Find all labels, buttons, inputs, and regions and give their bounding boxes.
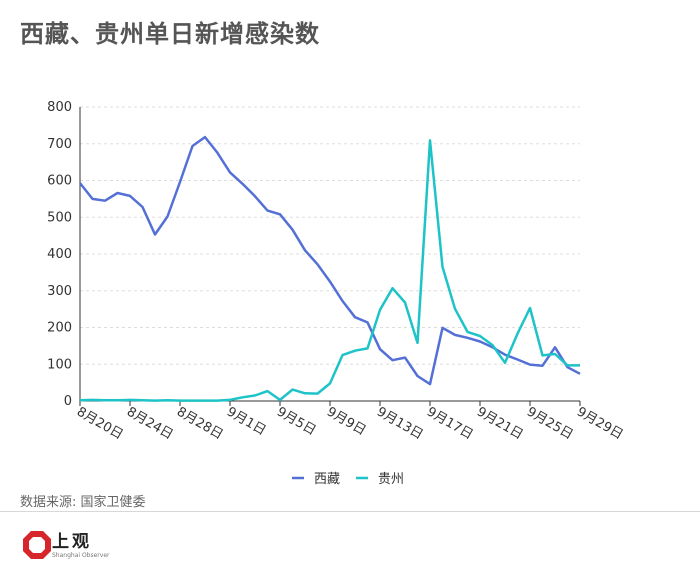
y-tick-label: 400 — [47, 247, 72, 262]
x-tick-label: 9月5日 — [274, 404, 318, 438]
x-tick-label: 9月25日 — [524, 404, 576, 442]
x-tick-label: 9月1日 — [224, 404, 268, 438]
legend-label: 西藏 — [314, 472, 340, 487]
x-tick-label: 9月17日 — [424, 404, 476, 442]
data-source-note: 数据来源: 国家卫健委 — [20, 495, 146, 510]
y-tick-label: 200 — [47, 321, 72, 336]
y-tick-label: 600 — [47, 174, 72, 189]
y-tick-label: 100 — [47, 357, 72, 372]
logo-subtitle: Shanghai Observer — [52, 552, 110, 559]
x-tick-label: 9月21日 — [474, 404, 526, 442]
line-chart: 0 100 200 300 400 500 600 700 800 8月20日8月24日8月28日… — [47, 100, 625, 487]
x-tick-label: 9月13日 — [374, 404, 426, 442]
series-line-xizang — [79, 135, 581, 386]
chart-title: 西藏、贵州单日新增感染数 — [20, 20, 320, 48]
logo-name: 上观 — [52, 532, 92, 552]
legend-label: 贵州 — [378, 472, 404, 487]
x-tick-label: 8月24日 — [124, 404, 176, 442]
axes: 0 100 200 300 400 500 600 700 800 8月20日8月24日8月28日… — [47, 100, 625, 443]
series-line-guizhou — [79, 139, 580, 402]
y-tick-label: 500 — [47, 210, 72, 225]
x-tick-label: 8月20日 — [74, 404, 126, 442]
x-tick-label: 8月28日 — [174, 404, 226, 442]
y-tick-label: 0 — [64, 394, 72, 409]
legend: 西藏 贵州 — [292, 472, 404, 487]
footer-divider — [0, 511, 700, 512]
y-tick-label: 300 — [47, 284, 72, 299]
gridlines — [80, 106, 580, 365]
logo-mark-icon — [23, 531, 51, 559]
x-tick-label: 9月9日 — [324, 404, 368, 438]
shanghai-observer-logo[interactable]: 上观 Shanghai Observer — [22, 530, 132, 564]
series-lines — [79, 135, 581, 402]
y-tick-label: 700 — [47, 137, 72, 152]
x-tick-label: 9月29日 — [574, 404, 626, 442]
y-tick-label: 800 — [47, 100, 72, 115]
